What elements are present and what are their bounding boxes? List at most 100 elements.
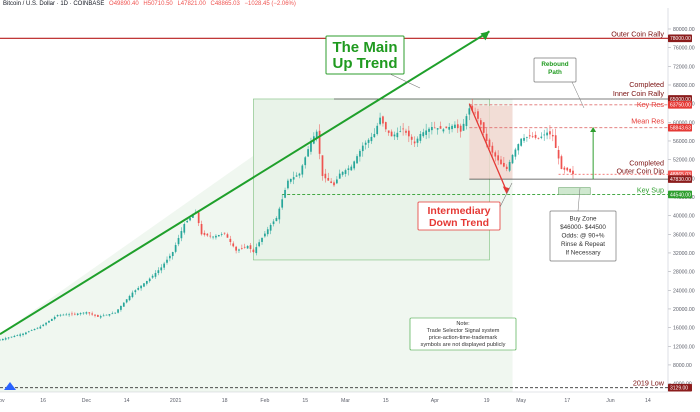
candle-body	[505, 166, 508, 169]
candle-body	[310, 140, 312, 152]
x-tick-label: 17	[564, 398, 570, 404]
candle-body	[500, 159, 502, 165]
x-tick-label: Dec	[82, 398, 92, 404]
candle-body	[508, 161, 511, 171]
candle-body	[431, 126, 433, 131]
candle-body	[439, 126, 442, 129]
label-completed-inner-2: Inner Coin Rally	[613, 89, 665, 98]
main-trend-line	[0, 30, 491, 335]
candle-body	[537, 137, 540, 139]
candle-body	[479, 120, 482, 125]
y-tick-label: 52000.00	[673, 158, 695, 164]
label-mean-res: Mean Res	[631, 117, 664, 126]
tv-logo-icon	[4, 382, 16, 390]
candle-body	[384, 122, 387, 130]
candle-body	[534, 134, 537, 138]
candle-body	[166, 259, 168, 263]
y-tick-label: 60000.00	[673, 120, 695, 126]
candle-body	[240, 248, 243, 249]
price-tag-label: 44540.00	[670, 192, 691, 198]
candle-body	[416, 138, 419, 143]
y-tick-label: 20000.00	[673, 307, 695, 313]
candle-body	[48, 320, 50, 323]
low-value: L47821.00	[177, 1, 206, 7]
candle-body	[422, 132, 425, 137]
x-tick-label: 14	[645, 398, 651, 404]
downtrend-box	[469, 105, 513, 180]
candle-body	[451, 125, 453, 130]
candle-body	[315, 131, 318, 139]
candle-body	[425, 130, 428, 135]
candle-body	[373, 133, 376, 138]
candle-body	[238, 249, 240, 251]
candle-body	[359, 150, 361, 157]
candle-body	[249, 245, 252, 249]
x-tick-label: 16	[40, 398, 46, 404]
candle-body	[189, 217, 191, 221]
candle-body	[169, 255, 171, 259]
candle-body	[491, 145, 494, 153]
x-tick-label: 18	[222, 398, 228, 404]
price-tag-label: 58843.63	[670, 126, 691, 132]
candle-body	[459, 125, 462, 132]
candle-body	[387, 130, 390, 133]
candle-body	[442, 129, 445, 132]
candle-body	[27, 331, 30, 333]
price-tag-label: 78000.00	[670, 36, 691, 42]
candle-body	[125, 299, 128, 303]
candle-body	[252, 249, 255, 253]
candle-body	[497, 155, 499, 161]
candle-body	[131, 292, 134, 298]
candle-body	[203, 232, 206, 235]
y-tick-label: 24000.00	[673, 288, 695, 294]
y-tick-label: 80000.00	[673, 27, 695, 33]
candle-body	[223, 232, 226, 234]
candle-body	[120, 305, 122, 310]
candle-body	[255, 247, 258, 254]
candle-body	[405, 130, 407, 133]
candle-body	[264, 233, 266, 237]
candle-body	[183, 224, 186, 233]
candle-body	[42, 324, 45, 327]
candle-body	[428, 128, 430, 132]
down-trend-arrowhead	[502, 186, 510, 195]
candle-body	[540, 136, 543, 138]
candle-body	[160, 267, 163, 271]
candle-body	[105, 314, 108, 316]
label-outer-coin-rally: Outer Coin Rally	[611, 29, 664, 38]
annotation-note-text: Note:	[456, 321, 470, 327]
candle-body	[295, 175, 298, 177]
candle-body	[226, 234, 229, 238]
x-tick-label: 15	[302, 398, 308, 404]
candle-body	[563, 167, 566, 170]
candle-body	[171, 252, 174, 257]
annotation-rebound-pointer	[571, 81, 585, 109]
change-value: −1028.45 (−2.06%)	[244, 1, 296, 7]
candle-body	[235, 246, 237, 251]
candle-body	[4, 338, 7, 340]
x-tick-label: Apr	[431, 398, 439, 404]
candle-body	[390, 131, 393, 137]
price-tag-bg	[668, 123, 692, 132]
price-tag-bg	[668, 190, 692, 199]
candle-body	[318, 130, 321, 154]
candle-body	[215, 235, 217, 238]
candle-body	[85, 312, 88, 314]
candle-body	[111, 313, 114, 315]
annotation-main-trend-pointer	[389, 73, 421, 89]
annotation-note-box	[409, 317, 517, 351]
candle-body	[143, 283, 145, 287]
label-completed-outer-1: Completed	[629, 158, 664, 167]
candle-body	[523, 137, 525, 141]
candle-body	[79, 313, 82, 315]
candle-body	[39, 326, 42, 329]
candle-body	[197, 212, 200, 224]
x-tick-label: Nov	[0, 398, 5, 404]
candle-body	[289, 178, 292, 182]
candle-body	[393, 134, 396, 137]
symbol-label[interactable]: Bitcoin / U.S. Dollar · 1D · COINBASE	[3, 1, 105, 7]
annotation-buy-zone-text: Buy Zone	[570, 216, 597, 223]
candle-body	[468, 108, 471, 115]
annotation-down-trend-text: Down Trend	[429, 217, 489, 229]
candle-body	[50, 318, 53, 321]
